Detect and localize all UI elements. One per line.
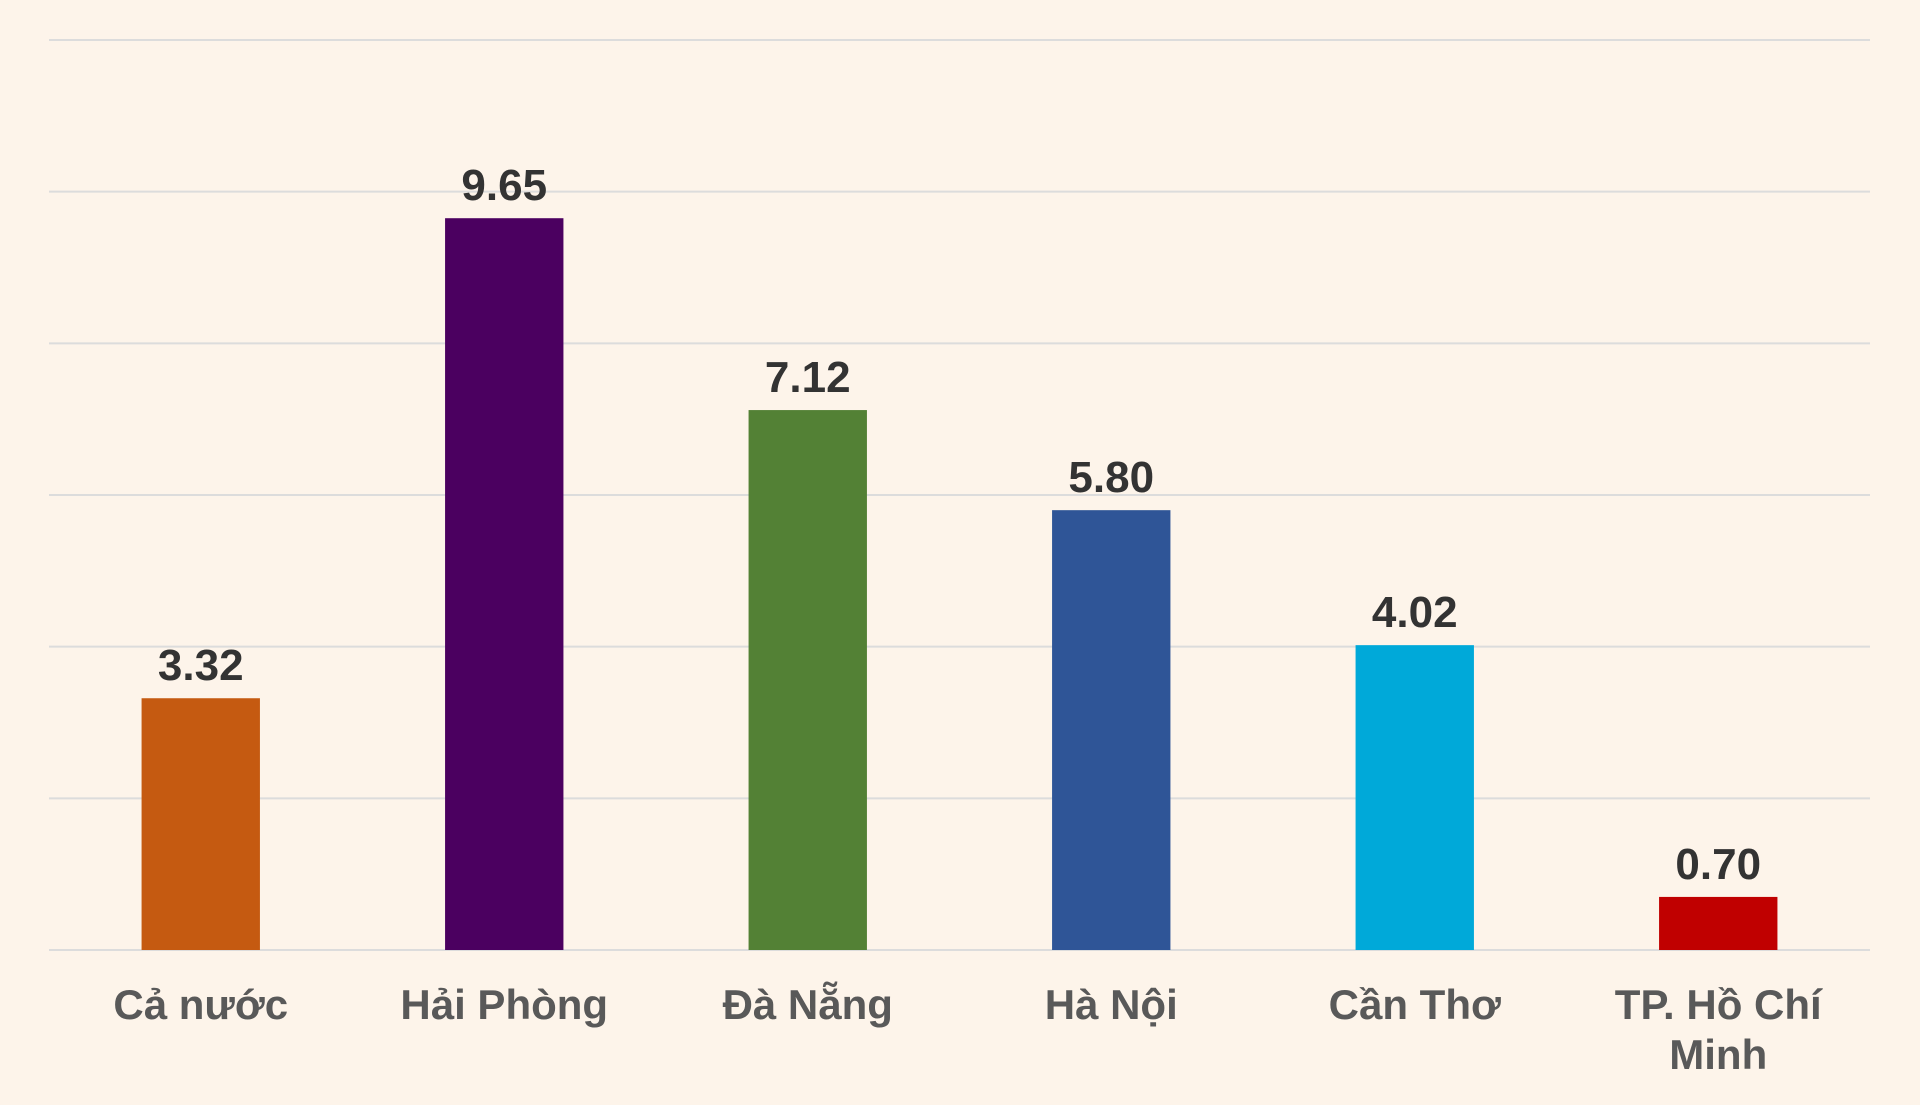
x-tick-label: TP. Hồ Chí Minh	[1614, 981, 1822, 1078]
value-label: 5.80	[1068, 453, 1154, 502]
x-tick-label: Cần Thơ	[1328, 981, 1501, 1028]
bar	[141, 698, 260, 950]
x-tick-label: Hải Phòng	[400, 981, 609, 1028]
x-tick-label: Hà Nội	[1044, 981, 1178, 1028]
value-label: 7.12	[765, 353, 851, 402]
x-tick-label: Đà Nẵng	[722, 981, 893, 1028]
bar	[1355, 645, 1474, 950]
value-label: 0.70	[1675, 840, 1761, 889]
value-label: 4.02	[1372, 588, 1458, 637]
x-tick-label: Cả nước	[113, 981, 289, 1028]
value-label: 3.32	[158, 641, 244, 690]
bar	[1052, 510, 1171, 950]
value-label: 9.65	[461, 161, 547, 210]
bar	[1659, 896, 1778, 950]
bar	[748, 410, 867, 951]
bar	[445, 218, 564, 951]
